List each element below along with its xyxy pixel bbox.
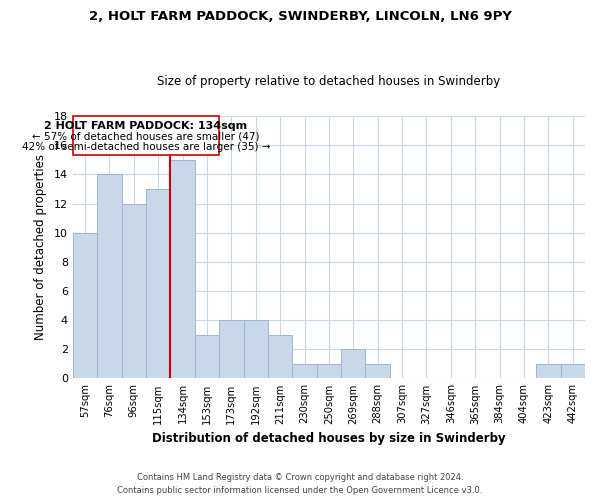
Bar: [97, 174, 122, 378]
Bar: [170, 160, 195, 378]
Bar: [341, 350, 365, 378]
Bar: [73, 116, 219, 156]
X-axis label: Distribution of detached houses by size in Swinderby: Distribution of detached houses by size …: [152, 432, 506, 445]
Bar: [195, 334, 219, 378]
Bar: [122, 204, 146, 378]
Bar: [560, 364, 585, 378]
Y-axis label: Number of detached properties: Number of detached properties: [34, 154, 47, 340]
Bar: [244, 320, 268, 378]
Bar: [73, 232, 97, 378]
Text: Contains HM Land Registry data © Crown copyright and database right 2024.
Contai: Contains HM Land Registry data © Crown c…: [118, 474, 482, 495]
Text: 2 HOLT FARM PADDOCK: 134sqm: 2 HOLT FARM PADDOCK: 134sqm: [44, 121, 248, 131]
Bar: [317, 364, 341, 378]
Bar: [365, 364, 390, 378]
Text: 42% of semi-detached houses are larger (35) →: 42% of semi-detached houses are larger (…: [22, 142, 270, 152]
Text: 2, HOLT FARM PADDOCK, SWINDERBY, LINCOLN, LN6 9PY: 2, HOLT FARM PADDOCK, SWINDERBY, LINCOLN…: [89, 10, 511, 23]
Text: ← 57% of detached houses are smaller (47): ← 57% of detached houses are smaller (47…: [32, 132, 260, 141]
Title: Size of property relative to detached houses in Swinderby: Size of property relative to detached ho…: [157, 76, 500, 88]
Bar: [146, 189, 170, 378]
Bar: [292, 364, 317, 378]
Bar: [219, 320, 244, 378]
Bar: [268, 334, 292, 378]
Bar: [536, 364, 560, 378]
